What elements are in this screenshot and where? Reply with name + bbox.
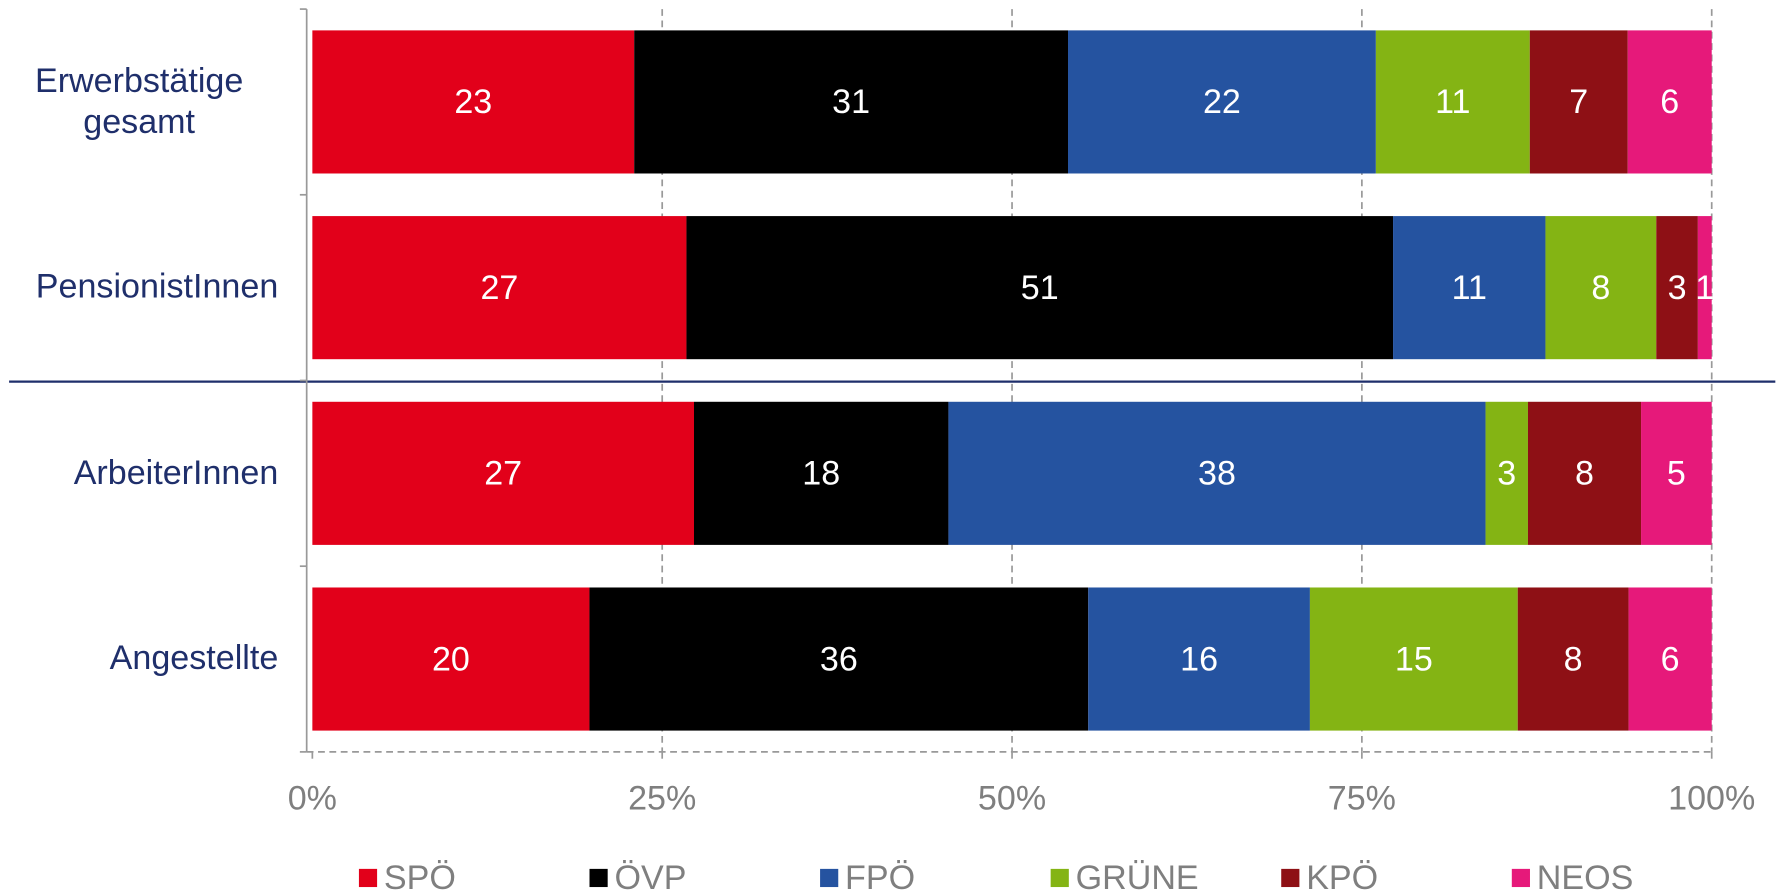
- bar-segment: [1485, 401, 1528, 545]
- value-label: 8: [1575, 455, 1594, 493]
- value-label: 27: [480, 269, 518, 307]
- value-label: 16: [1180, 640, 1218, 678]
- value-label: 38: [1198, 455, 1236, 493]
- legend-swatch: [589, 868, 608, 888]
- legend-label: GRÜNE: [1076, 859, 1199, 895]
- bar-segment: [634, 30, 1069, 174]
- bar-segment: [1309, 587, 1518, 731]
- category-label: ArbeiterInnen: [73, 454, 279, 492]
- value-label: 1: [1695, 269, 1714, 307]
- legend-swatch: [358, 868, 378, 888]
- category-label-wrap: Erwerbstätige gesamt: [0, 9, 278, 195]
- value-label: 22: [1203, 83, 1241, 121]
- category-label-wrap: ArbeiterInnen: [0, 380, 279, 566]
- category-label-box: Erwerbstätige gesamt: [0, 9, 278, 195]
- legend-swatch: [1050, 868, 1069, 888]
- bar-segment: [1527, 401, 1642, 545]
- x-tick-label: 50%: [978, 780, 1046, 818]
- value-label: 18: [802, 455, 840, 493]
- bar-segment: [589, 587, 1089, 731]
- bar-segment: [1628, 587, 1712, 731]
- legend-label: KPÖ: [1306, 859, 1378, 895]
- bar-segment: [686, 216, 1394, 360]
- value-label: 31: [832, 83, 870, 121]
- bar-segment: [1375, 30, 1530, 174]
- legend-swatch: [1511, 868, 1530, 888]
- legend-swatch: [820, 868, 839, 888]
- category-label-wrap: PensionistInnen: [0, 195, 279, 381]
- value-label: 15: [1395, 640, 1433, 678]
- value-label: 20: [432, 640, 470, 678]
- value-label: 36: [820, 640, 858, 678]
- legend-label: NEOS: [1537, 859, 1634, 895]
- legend-label: SPÖ: [384, 859, 456, 895]
- bar-segment: [948, 401, 1486, 545]
- bar-segment: [312, 30, 635, 174]
- legend-label: FPÖ: [845, 859, 915, 895]
- value-label: 7: [1569, 83, 1588, 121]
- bar-segment: [1393, 216, 1546, 360]
- bar-segment: [1088, 587, 1310, 731]
- value-label: 8: [1591, 269, 1610, 307]
- category-label: PensionistInnen: [35, 268, 279, 306]
- bar-segment: [1656, 216, 1698, 360]
- bar-segment: [1517, 587, 1629, 731]
- category-label-box: ArbeiterInnen: [0, 380, 279, 566]
- value-label: 6: [1661, 640, 1680, 678]
- value-label: 8: [1564, 640, 1583, 678]
- value-label: 23: [454, 83, 492, 121]
- bar-segment: [312, 587, 590, 731]
- bar-segment: [1641, 401, 1712, 545]
- category-label: Erwerbstätige gesamt: [34, 62, 244, 141]
- bar-segment: [1529, 30, 1628, 174]
- x-tick-label: 75%: [1328, 780, 1396, 818]
- value-label: 3: [1497, 455, 1516, 493]
- legend-swatch: [1281, 868, 1300, 888]
- x-tick-label: 100%: [1668, 780, 1755, 818]
- value-label: 11: [1452, 269, 1487, 307]
- value-label: 11: [1435, 83, 1470, 121]
- category-label: Angestellte: [109, 639, 279, 678]
- category-label-wrap: Angestellte: [0, 566, 279, 752]
- value-label: 27: [484, 455, 522, 493]
- value-label: 6: [1660, 83, 1679, 121]
- category-label-box: PensionistInnen: [0, 195, 279, 381]
- bar-segment: [1068, 30, 1376, 174]
- bar-segment: [1697, 216, 1712, 360]
- legend-label: ÖVP: [614, 859, 686, 895]
- bar-segment: [312, 401, 694, 545]
- bar-segment: [693, 401, 949, 545]
- x-tick-label: 0%: [288, 780, 337, 818]
- bar-segment: [1627, 30, 1712, 174]
- x-tick-label: 25%: [628, 780, 696, 818]
- category-label-box: Angestellte: [0, 566, 279, 752]
- bar-segment: [312, 216, 687, 360]
- value-label: 5: [1667, 455, 1686, 493]
- bar-segment: [1545, 216, 1657, 360]
- value-label: 3: [1668, 269, 1687, 307]
- value-label: 51: [1021, 269, 1059, 307]
